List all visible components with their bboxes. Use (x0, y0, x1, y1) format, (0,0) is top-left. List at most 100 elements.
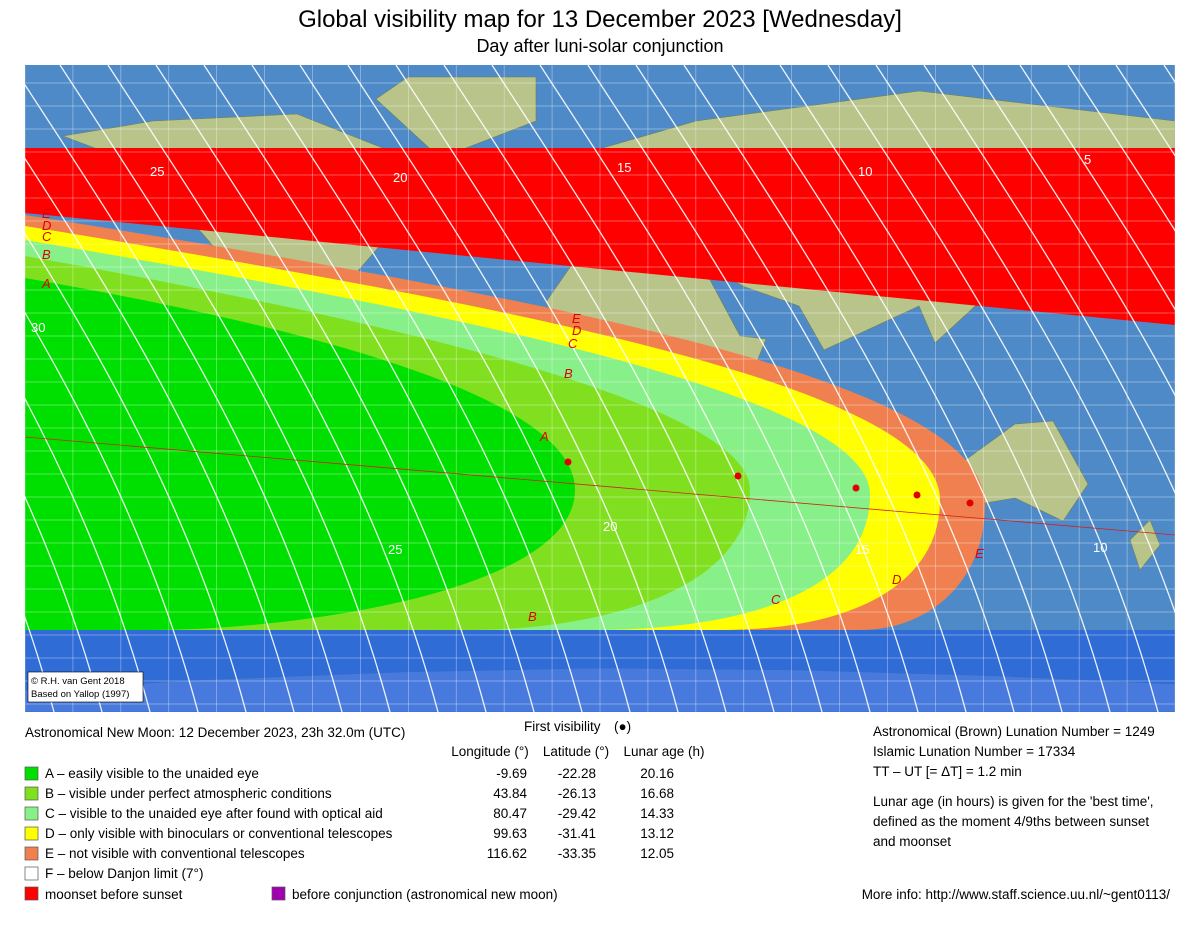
legend-cell: -26.13 (558, 786, 596, 801)
legend-key: before conjunction (astronomical new moo… (292, 887, 558, 902)
legend-cell: 99.63 (493, 826, 527, 841)
contour-label: 25 (150, 164, 164, 179)
info-line: Islamic Lunation Number = 17334 (873, 744, 1076, 759)
contour-line (25, 232, 247, 712)
legend-cell: 14.33 (640, 806, 674, 821)
legend-key: D – only visible with binoculars or conv… (45, 826, 393, 841)
legend-key: E – not visible with conventional telesc… (45, 846, 305, 861)
zone-label: D (42, 218, 51, 233)
legend-cell: -9.69 (496, 766, 527, 781)
moonset-zone (25, 148, 1175, 325)
legend-swatch (24, 766, 39, 781)
contour-label: 15 (617, 160, 631, 175)
legend-cell: 80.47 (493, 806, 527, 821)
info: Astronomical (Brown) Lunation Number = 1… (862, 724, 1171, 902)
legend-key: C – visible to the unaided eye after fou… (45, 806, 383, 821)
contour-line (875, 65, 1175, 615)
credit-box (27, 671, 144, 703)
legend-cell: -29.42 (558, 806, 596, 821)
contour-line (1019, 65, 1175, 311)
grid (25, 65, 1175, 712)
column-header: Longitude (°) (451, 744, 528, 759)
zone-label: C (42, 229, 52, 244)
more-info: More info: http://www.staff.science.uu.n… (862, 887, 1171, 902)
contour-line (251, 65, 583, 712)
contour-line (25, 157, 295, 712)
contour-line (827, 65, 1159, 712)
contour-line (299, 65, 631, 712)
contour-label: 15 (855, 542, 869, 557)
contour-line (155, 65, 487, 712)
zone-label: E (42, 206, 51, 221)
legend-cell: 116.62 (487, 846, 527, 861)
legend-swatch (24, 846, 39, 861)
credit: Based on Yallop (1997) (31, 689, 129, 700)
legend-key: B – visible under perfect atmospheric co… (45, 786, 332, 801)
contour-line (203, 65, 535, 712)
zone-a (25, 278, 575, 630)
legend-swatch (24, 826, 39, 841)
contour-line (635, 65, 967, 712)
credit: © R.H. van Gent 2018 (31, 676, 125, 687)
legend-swatch (24, 786, 39, 801)
contour-line (923, 65, 1175, 495)
legend-cell: 12.05 (640, 846, 674, 861)
legend-cell: 20.16 (640, 766, 674, 781)
zone-label: E (975, 546, 984, 561)
info-line: TT – UT [= ΔT] = 1.2 min (873, 764, 1022, 779)
legend-swatch (24, 866, 39, 881)
contour-line (25, 495, 103, 712)
contour-label: 10 (858, 164, 872, 179)
contour-line (25, 83, 343, 712)
contour-line (0, 65, 6, 712)
zone-label: C (771, 592, 781, 607)
contour-line (25, 311, 199, 712)
first-visibility-marker: (●) (614, 719, 631, 734)
legend-cell: 43.84 (493, 786, 527, 801)
contour-label: 30 (31, 320, 45, 335)
legend-cell: -22.28 (558, 766, 596, 781)
contour-label: 5 (1084, 152, 1091, 167)
contour-label: 10 (1093, 540, 1107, 555)
contour-line (971, 65, 1175, 397)
contour-label: 20 (603, 519, 617, 534)
zone-label: A (539, 429, 549, 444)
contour-line (731, 65, 1063, 712)
zone-label: B (528, 609, 537, 624)
zone-label: D (572, 323, 581, 338)
contour-label: 20 (393, 170, 407, 185)
contour-line (443, 65, 775, 712)
note-line: defined as the moment 4/9ths between sun… (873, 814, 1149, 829)
legend-cell: 13.12 (640, 826, 674, 841)
legend-swatch (271, 886, 286, 901)
legend-key: F – below Danjon limit (7°) (45, 866, 203, 881)
zone-label: C (568, 336, 578, 351)
contour-line (779, 65, 1111, 712)
contour-line (107, 65, 439, 712)
legend-cell: -31.41 (558, 826, 596, 841)
contour-line (59, 65, 391, 712)
legend-cell: -33.35 (558, 846, 596, 861)
contour-line (491, 65, 823, 712)
legend-key: moonset before sunset (45, 887, 183, 902)
contour-line (539, 65, 871, 712)
zone-label: A (41, 276, 51, 291)
zone-label: E (572, 311, 581, 326)
contour-label: 25 (388, 542, 402, 557)
contour-line (395, 65, 727, 712)
legend-swatch (24, 806, 39, 821)
contour-line (1115, 65, 1175, 157)
column-header: Lunar age (h) (623, 744, 704, 759)
map: E D C B A E D C B A B C D E 25 20 15 10 … (0, 65, 1175, 712)
legend-swatch (24, 886, 39, 901)
legend-key: A – easily visible to the unaided eye (45, 766, 259, 781)
contour-line (347, 65, 679, 712)
zone-label: B (564, 366, 573, 381)
title: Global visibility map for 13 December 20… (298, 6, 902, 33)
legend-cell: 16.68 (640, 786, 674, 801)
contour-line (25, 397, 151, 712)
contour-line (683, 65, 1015, 712)
column-header: Latitude (°) (543, 744, 609, 759)
contours (0, 65, 1175, 712)
